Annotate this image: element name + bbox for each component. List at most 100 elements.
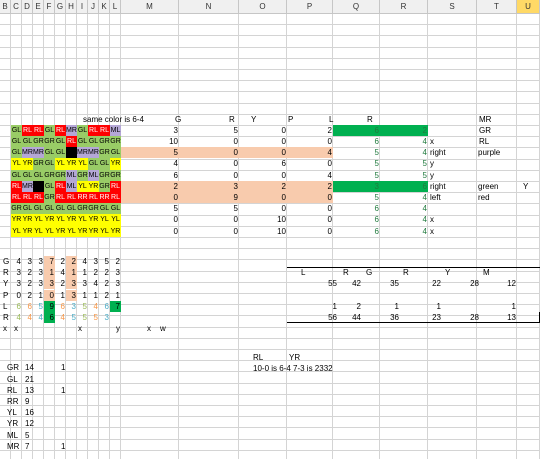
count-value[interactable]: 2 (104, 279, 109, 289)
stat-value[interactable]: 0 (233, 226, 238, 236)
count-value[interactable]: 3 (38, 279, 43, 289)
stat-note[interactable]: left (430, 193, 441, 203)
grid-cell[interactable]: GR (77, 203, 88, 215)
grid-cell[interactable]: GR (11, 203, 22, 215)
grid-cell[interactable]: YR (22, 225, 33, 237)
stat-value[interactable]: 4 (422, 226, 427, 236)
stat-value[interactable]: 0 (233, 159, 238, 169)
grid-cell[interactable]: GL (77, 136, 88, 148)
stat-note[interactable]: Y (523, 181, 529, 191)
stat-value[interactable]: 0 (327, 204, 332, 214)
grid-cell[interactable]: YL (11, 158, 22, 170)
grid-cell[interactable]: MR (66, 124, 77, 137)
count-value[interactable]: 3 (66, 289, 77, 301)
grid-cell[interactable]: YR (66, 214, 77, 226)
summary-value[interactable]: 12 (507, 279, 516, 289)
count-value[interactable]: 6 (60, 301, 65, 311)
grid-cell[interactable]: RL (55, 124, 66, 137)
count-value[interactable]: 4 (60, 268, 65, 278)
count-value[interactable]: 3 (44, 278, 55, 290)
grid-cell[interactable]: GL (55, 136, 66, 148)
stat-note[interactable]: x (430, 137, 434, 147)
count-value[interactable]: 3 (104, 312, 109, 322)
stat-value[interactable]: 0 (233, 170, 238, 180)
column-header-o[interactable]: O (239, 0, 287, 14)
grid-cell[interactable]: YR (44, 214, 55, 226)
stat-value[interactable]: 0 (281, 170, 286, 180)
stat-value[interactable]: 5 (374, 170, 379, 180)
grid-cell[interactable] (66, 147, 77, 159)
count-value[interactable]: 4 (60, 312, 65, 322)
grid-cell[interactable]: GL (11, 124, 22, 137)
count-value[interactable]: 1 (93, 290, 98, 300)
grid-cell[interactable]: MR (22, 180, 33, 193)
stat-value[interactable]: 4 (422, 215, 427, 225)
grid-cell[interactable] (33, 180, 44, 193)
grid-cell[interactable]: ML (66, 180, 77, 193)
column-header-m[interactable]: M (121, 0, 179, 14)
grid-cell[interactable]: MR (77, 147, 88, 159)
grid-cell[interactable]: ML (88, 169, 99, 181)
summary-value[interactable]: 23 (432, 312, 441, 322)
grid-cell[interactable]: YL (77, 214, 88, 226)
summary-value[interactable]: 28 (470, 312, 479, 322)
stat-note[interactable]: y (430, 170, 434, 180)
grid-cell[interactable]: GL (88, 136, 99, 148)
summary-value[interactable]: 44 (352, 312, 361, 322)
count-value[interactable]: 6 (27, 301, 32, 311)
grid-cell[interactable]: MR (88, 147, 99, 159)
count-value[interactable]: 1 (82, 290, 87, 300)
column-header-e[interactable]: E (33, 0, 44, 14)
count-value[interactable]: 7 (110, 300, 121, 312)
count-value[interactable]: 5 (82, 312, 87, 322)
stat-value[interactable]: 0 (327, 226, 332, 236)
count-value[interactable]: 1 (66, 267, 77, 279)
stat-value[interactable]: 5 (374, 193, 379, 203)
stat-value[interactable]: 0 (327, 193, 332, 203)
stat-value[interactable]: 0 (281, 193, 286, 203)
stat-value[interactable]: 10 (169, 137, 178, 147)
summary-value[interactable]: 1 (394, 301, 399, 311)
count-value[interactable]: 1 (115, 290, 120, 300)
count-value[interactable]: 1 (82, 268, 87, 278)
grid-cell[interactable]: GL (33, 169, 44, 181)
stat-value[interactable]: 2 (327, 181, 332, 191)
grid-cell[interactable]: GR (44, 136, 55, 148)
grid-cell[interactable]: YR (88, 180, 99, 193)
count-value[interactable]: 3 (115, 279, 120, 289)
grid-cell[interactable]: GR (99, 136, 110, 148)
grid-cell[interactable]: YL (11, 225, 22, 237)
stat-value[interactable]: 9 (233, 193, 238, 203)
summary-value[interactable]: 36 (390, 312, 399, 322)
grid-cell[interactable]: YL (77, 158, 88, 170)
column-header-c[interactable]: C (11, 0, 22, 14)
grid-cell[interactable]: GL (44, 180, 55, 193)
grid-cell[interactable]: MR (33, 147, 44, 159)
grid-cell[interactable]: YR (88, 225, 99, 237)
stat-value[interactable]: 0 (173, 226, 178, 236)
count-value[interactable]: 6 (104, 301, 109, 311)
grid-cell[interactable]: RL (11, 192, 22, 204)
stat-value[interactable]: 0 (233, 215, 238, 225)
count-value[interactable]: 2 (27, 290, 32, 300)
count-value[interactable]: 2 (93, 268, 98, 278)
grid-cell[interactable]: GL (55, 147, 66, 159)
tally-value[interactable]: 14 (25, 363, 34, 373)
stat-value[interactable]: 2 (281, 181, 286, 191)
column-header-r[interactable]: R (380, 0, 428, 14)
count-value[interactable]: 4 (93, 279, 98, 289)
grid-cell[interactable]: GL (44, 158, 55, 170)
grid-cell[interactable]: GR (88, 203, 99, 215)
grid-cell[interactable]: GR (44, 169, 55, 181)
column-header-t[interactable]: T (477, 0, 517, 14)
grid-cell[interactable]: GL (11, 147, 22, 159)
stat-value[interactable]: 0 (327, 159, 332, 169)
grid-cell[interactable]: GL (44, 203, 55, 215)
stat-value[interactable]: 0 (281, 204, 286, 214)
column-header-u[interactable]: U (517, 0, 540, 14)
grid-cell[interactable]: GL (77, 124, 88, 137)
grid-cell[interactable]: GR (44, 192, 55, 204)
grid-cell[interactable]: RL (110, 192, 121, 204)
count-value[interactable]: 1 (60, 290, 65, 300)
column-header-l[interactable]: L (110, 0, 121, 14)
